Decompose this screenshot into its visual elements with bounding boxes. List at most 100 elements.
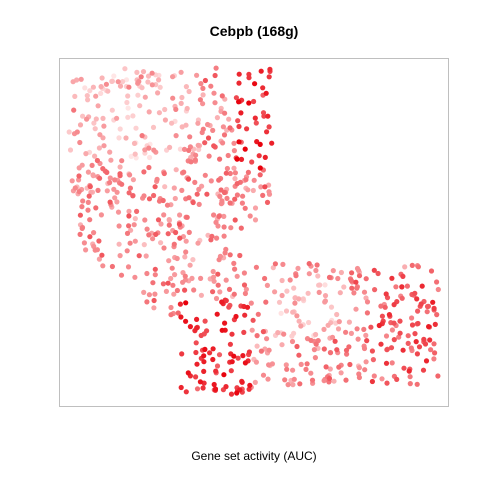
scatter-point [317,282,323,288]
scatter-point [241,282,248,288]
scatter-point [183,122,189,128]
scatter-point [152,272,158,278]
scatter-point [291,376,297,382]
scatter-point [213,295,220,302]
scatter-point [221,233,227,239]
scatter-point [200,126,206,132]
scatter-point [262,275,268,282]
scatter-point [211,143,217,149]
scatter-point [356,365,362,371]
scatter-point [242,205,248,211]
scatter-point [146,292,152,298]
scatter-point [219,299,225,305]
scatter-point [177,146,183,152]
scatter-point [126,223,132,229]
scatter-point [291,330,297,336]
scatter-point [172,195,178,202]
scatter-point [423,358,430,364]
scatter-point [418,301,424,307]
scatter-point [83,247,89,253]
scatter-point [214,115,220,121]
scatter-point [168,312,174,318]
scatter-point [146,164,152,171]
scatter-point [252,217,259,223]
scatter-point [194,386,201,392]
scatter-point [92,153,98,159]
scatter-point [217,289,223,295]
scatter-point [87,217,93,223]
scatter-point [247,213,253,219]
scatter-point [409,262,415,268]
scatter-point [435,286,441,293]
scatter-point [228,368,234,374]
scatter-point [114,199,120,205]
scatter-point [99,252,105,258]
scatter-point [253,264,259,270]
scatter-point [186,88,192,95]
scatter-point [212,72,218,79]
scatter-point [202,140,208,146]
scatter-point [338,269,344,276]
scatter-point [252,205,259,211]
scatter-point [177,301,183,307]
scatter-point [161,170,167,177]
scatter-point [143,253,149,259]
scatter-point [232,170,238,176]
scatter-point [197,97,203,103]
scatter-point [244,304,251,310]
scatter-point [119,158,125,164]
scatter-point [141,169,147,175]
scatter-point [272,289,278,295]
scatter-point [296,318,302,324]
scatter-point [101,123,107,129]
scatter-point [196,146,202,153]
scatter-point [206,153,212,159]
scatter-point [152,291,158,297]
scatter-point [181,146,188,152]
scatter-point [270,265,276,271]
scatter-point [416,344,423,350]
scatter-point [130,177,136,183]
scatter-point [251,177,257,183]
scatter-point [124,99,130,106]
scatter-point [252,81,258,87]
scatter-point [80,198,86,204]
scatter-point [80,113,86,119]
scatter-point [202,77,208,84]
scatter-point [284,288,290,294]
scatter-point [146,109,152,115]
scatter-point [156,110,162,116]
scatter-point [231,260,237,266]
scatter-point [178,314,184,320]
scatter-point [128,153,134,159]
scatter-point [425,303,431,309]
scatter-point [351,290,357,296]
scatter-point [243,286,249,292]
scatter-point [130,113,136,119]
scatter-point [127,185,133,191]
scatter-point [120,79,126,85]
scatter-point [212,100,218,106]
scatter-point [414,381,420,387]
scatter-point [79,225,85,231]
scatter-point [100,115,106,121]
scatter-point [222,250,228,256]
scatter-point [402,264,408,270]
scatter-point [98,84,104,90]
scatter-point [263,90,269,96]
chart-title: Cebpb (168g) [210,23,299,39]
scatter-point [184,214,190,220]
scatter-point [158,240,164,246]
scatter-point [229,331,235,337]
scatter-point [216,213,222,219]
scatter-point [174,255,180,262]
scatter-point [375,270,381,277]
scatter-point [161,212,167,218]
scatter-point [266,362,272,368]
scatter-point [160,281,166,287]
scatter-point [279,277,285,284]
scatter-point [231,353,237,359]
scatter-point [195,240,201,246]
scatter-point [363,332,369,338]
scatter-point [313,341,319,347]
